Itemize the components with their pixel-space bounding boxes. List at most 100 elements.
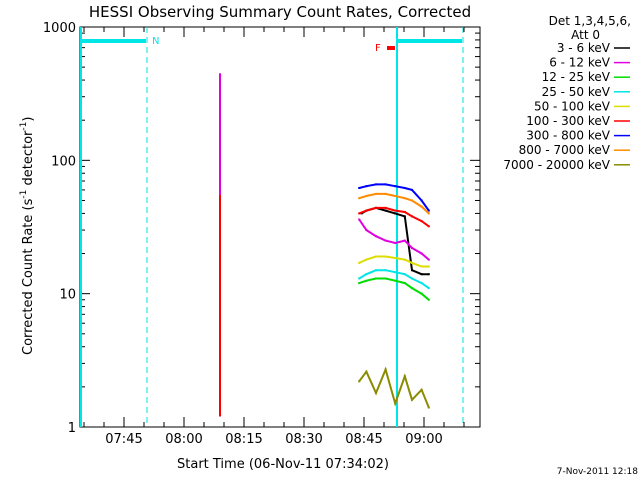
plot-frame: [79, 26, 481, 428]
series-point: [411, 247, 413, 250]
series-point: [427, 212, 430, 215]
night-label: N: [152, 36, 159, 47]
series-point: [384, 209, 387, 212]
axes-layer: 07:45 08:00 08:15 08:30 08:45 09:00 1 10 100 1000: [43, 21, 480, 447]
series-point: [394, 271, 397, 274]
series-point: [365, 279, 368, 282]
y-axis-label-main: Corrected Count Rate (s: [21, 198, 36, 355]
legend-entry-label: 12 - 25 keV: [542, 70, 611, 84]
series-line: [358, 183, 430, 212]
series-point: [411, 269, 413, 272]
series-point: [411, 261, 413, 264]
series-point: [375, 192, 377, 195]
series-point: [384, 277, 387, 280]
series-point: [365, 185, 368, 188]
series-point: [411, 199, 413, 202]
series-point: [384, 255, 387, 258]
x-axis-label: Start Time (06-Nov-11 07:34:02): [177, 457, 389, 472]
series-point: [375, 391, 377, 394]
legend-entry-label: 50 - 100 keV: [534, 99, 611, 113]
series-point: [394, 257, 397, 260]
series-2: [219, 73, 430, 417]
legend-entry-label: 100 - 300 keV: [526, 114, 610, 128]
series-point: [411, 277, 413, 280]
series-point: [365, 273, 368, 276]
legend-header-line2: Att 0: [571, 28, 600, 42]
y-tick-label: 100: [51, 154, 76, 169]
series-point: [375, 235, 377, 238]
series-point: [403, 273, 406, 276]
series-point: [375, 277, 377, 280]
series-point: [358, 218, 361, 221]
series-point: [420, 388, 423, 391]
series-point: [420, 292, 423, 295]
series-point: [358, 212, 361, 215]
series-point: [358, 197, 361, 200]
series-point: [411, 215, 413, 218]
series-point: [365, 370, 368, 373]
flare-marker: [387, 46, 395, 50]
series-3: [358, 277, 430, 301]
series-point: [384, 239, 387, 242]
legend-header-line1: Det 1,3,4,5,6,: [549, 14, 631, 28]
series-line: [358, 206, 430, 228]
series-point: [403, 258, 406, 261]
series-1: [219, 206, 430, 417]
series-point: [420, 282, 423, 285]
series-point: [420, 205, 423, 208]
y-axis-label: Corrected Count Rate (s-1 detector-1): [19, 117, 36, 355]
x-tick-label: 08:45: [345, 432, 382, 447]
legend-entry-label: 3 - 6 keV: [557, 41, 611, 55]
x-tick-label: 08:30: [285, 432, 322, 447]
series-point: [384, 368, 387, 371]
series-point: [427, 287, 430, 290]
series-point: [403, 282, 406, 285]
y-axis-label-mid: detector: [21, 130, 36, 190]
series-point: [358, 187, 361, 190]
series-point: [394, 185, 397, 188]
series-point: [427, 258, 430, 261]
series-6: [219, 195, 430, 417]
series-line: [358, 218, 430, 261]
series-point: [427, 406, 430, 409]
series-point: [420, 273, 423, 276]
series-point: [427, 209, 430, 212]
series-8: [358, 192, 430, 215]
series-point: [394, 402, 397, 405]
series-point: [427, 298, 430, 301]
chart-title: HESSI Observing Summary Count Rates, Cor…: [89, 3, 471, 21]
series-point: [365, 258, 368, 261]
series-line: [361, 206, 429, 276]
series-4: [358, 269, 430, 290]
y-tick-label: 1000: [43, 21, 76, 36]
series-point: [427, 265, 430, 268]
series-point: [394, 241, 397, 244]
series-point: [411, 398, 413, 401]
legend-entry-label: 7000 - 20000 keV: [503, 158, 610, 172]
annotation-layer: NF: [80, 27, 464, 427]
series-9: [358, 366, 430, 409]
series-point: [403, 187, 406, 190]
series-point: [384, 192, 387, 195]
series-point: [420, 265, 423, 268]
series-point: [358, 261, 361, 264]
legend-entry-label: 800 - 7000 keV: [519, 143, 611, 157]
series-point: [394, 195, 397, 198]
series-7: [358, 183, 430, 212]
series-point: [365, 195, 368, 198]
series-point: [403, 375, 406, 378]
series-point: [394, 209, 397, 212]
series-point: [384, 269, 387, 272]
series-point: [375, 255, 377, 258]
series-point: [420, 220, 423, 223]
series-point: [427, 225, 430, 228]
series-line: [358, 255, 429, 268]
series-point: [375, 183, 377, 186]
series-point: [375, 269, 377, 272]
series-point: [403, 210, 406, 213]
series-point: [358, 277, 361, 280]
legend-entry-label: 300 - 800 keV: [526, 129, 610, 143]
x-tick-label: 09:00: [405, 432, 442, 447]
series-5: [358, 255, 430, 268]
